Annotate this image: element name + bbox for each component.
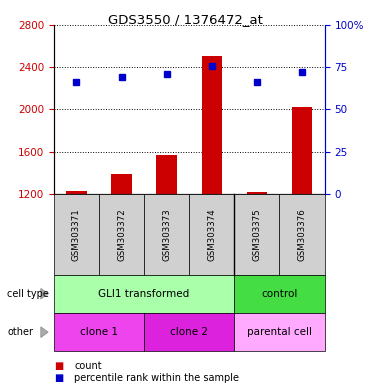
Text: other: other xyxy=(7,327,33,337)
Text: GLI1 transformed: GLI1 transformed xyxy=(98,289,190,299)
Bar xyxy=(157,155,177,194)
Text: clone 2: clone 2 xyxy=(170,327,208,337)
Bar xyxy=(111,174,132,194)
Text: parental cell: parental cell xyxy=(247,327,312,337)
Text: ■: ■ xyxy=(54,361,63,371)
Text: cell type: cell type xyxy=(7,289,49,299)
Text: control: control xyxy=(261,289,298,299)
Bar xyxy=(247,192,267,194)
Text: GSM303374: GSM303374 xyxy=(207,208,216,261)
Text: ■: ■ xyxy=(54,373,63,383)
Text: GSM303372: GSM303372 xyxy=(117,208,126,261)
Text: clone 1: clone 1 xyxy=(80,327,118,337)
Text: GSM303376: GSM303376 xyxy=(298,208,306,261)
Bar xyxy=(292,107,312,194)
Text: GSM303375: GSM303375 xyxy=(252,208,262,261)
Bar xyxy=(66,191,86,194)
Bar xyxy=(201,56,222,194)
Text: GDS3550 / 1376472_at: GDS3550 / 1376472_at xyxy=(108,13,263,26)
Text: count: count xyxy=(74,361,102,371)
Text: GSM303373: GSM303373 xyxy=(162,208,171,261)
Text: GSM303371: GSM303371 xyxy=(72,208,81,261)
Text: percentile rank within the sample: percentile rank within the sample xyxy=(74,373,239,383)
